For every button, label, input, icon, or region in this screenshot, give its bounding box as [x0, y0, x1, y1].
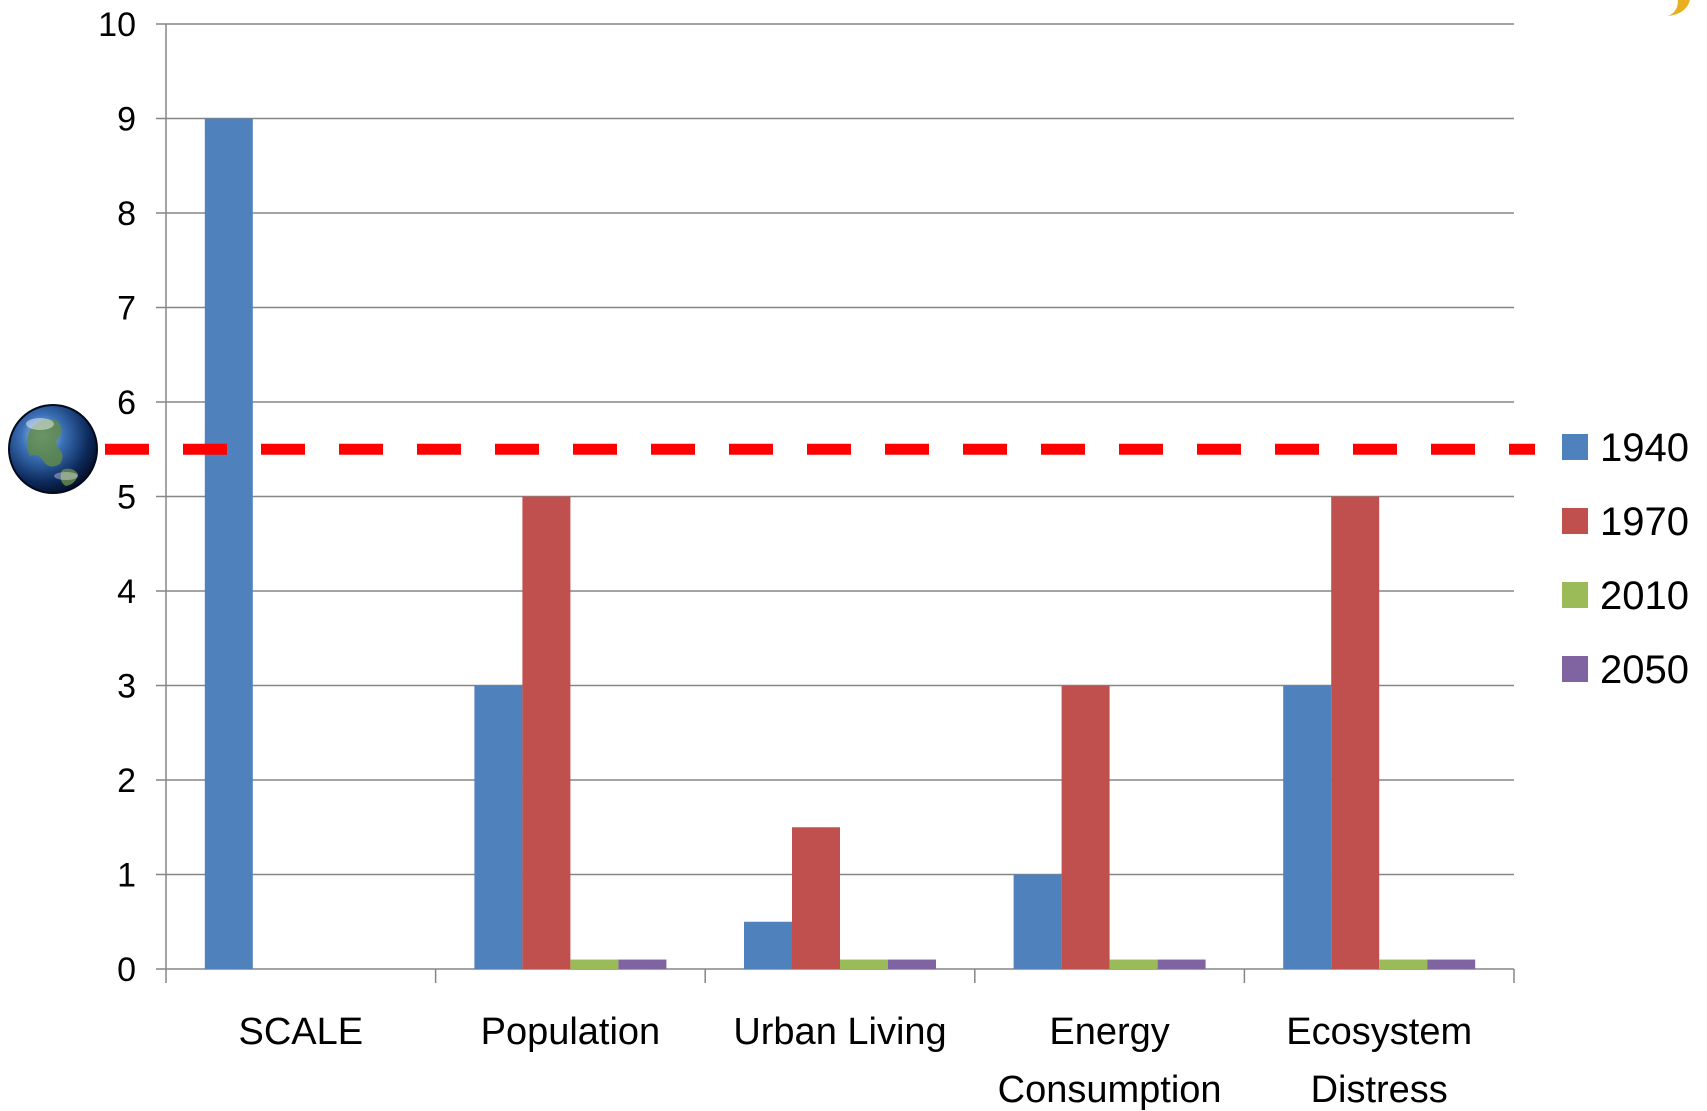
earth-globe-icon	[8, 404, 98, 494]
y-tick-label: 7	[117, 290, 136, 328]
y-tick-label: 1	[117, 857, 136, 895]
y-tick-label: 6	[117, 384, 136, 422]
legend-swatch	[1562, 582, 1588, 608]
bar-1940-0	[204, 118, 253, 969]
y-tick-label: 10	[98, 6, 136, 44]
bar-1970-4	[1331, 496, 1380, 969]
legend-label: 1970	[1600, 500, 1689, 544]
y-tick-label: 8	[117, 195, 136, 233]
legend-swatch	[1562, 656, 1588, 682]
yellow-swoosh-icon	[1668, 0, 1690, 16]
bar-1970-2	[792, 827, 840, 969]
bar-1940-2	[744, 921, 792, 969]
y-tick-label: 0	[117, 951, 136, 989]
legend-swatch	[1562, 508, 1588, 534]
y-tick-label: 4	[117, 573, 136, 611]
bar-1940-1	[474, 685, 523, 969]
bar-2050-4	[1427, 959, 1476, 969]
bars	[204, 118, 1476, 969]
x-category-label: Population	[481, 1011, 661, 1053]
bar-1940-4	[1283, 685, 1332, 969]
bar-2010-4	[1379, 959, 1428, 969]
x-category-label: Urban Living	[733, 1011, 946, 1053]
bar-1970-3	[1061, 685, 1110, 969]
bar-2050-2	[888, 959, 936, 969]
x-category-label: SCALE	[238, 1011, 363, 1053]
x-category-label: Ecosystem	[1286, 1011, 1472, 1053]
y-tick-label: 5	[117, 479, 136, 517]
gridlines	[166, 23, 1514, 876]
x-category-labels: SCALE Population Urban Living Energy Consump…	[238, 1011, 1472, 1111]
bar-2010-1	[570, 959, 619, 969]
bar-2050-3	[1157, 959, 1206, 969]
x-category-label: Distress	[1311, 1069, 1448, 1111]
legend: 1940 1970 2010 2050	[1562, 426, 1689, 692]
y-tick-labels: 0 1 2 3 4 5 6 7 8 9 10	[98, 6, 136, 989]
legend-swatch	[1562, 434, 1588, 460]
legend-label: 2010	[1600, 574, 1689, 618]
bar-2010-2	[840, 959, 888, 969]
legend-label: 1940	[1600, 426, 1689, 470]
y-tick-label: 3	[117, 668, 136, 706]
bar-2050-1	[618, 959, 667, 969]
y-tick-label: 9	[117, 101, 136, 139]
legend-label: 2050	[1600, 648, 1689, 692]
bar-1970-1	[522, 496, 571, 969]
x-category-label: Consumption	[998, 1069, 1222, 1111]
y-tick-label: 2	[117, 762, 136, 800]
bar-2010-3	[1109, 959, 1158, 969]
x-category-label: Energy	[1049, 1011, 1169, 1053]
bar-1940-3	[1013, 874, 1062, 969]
